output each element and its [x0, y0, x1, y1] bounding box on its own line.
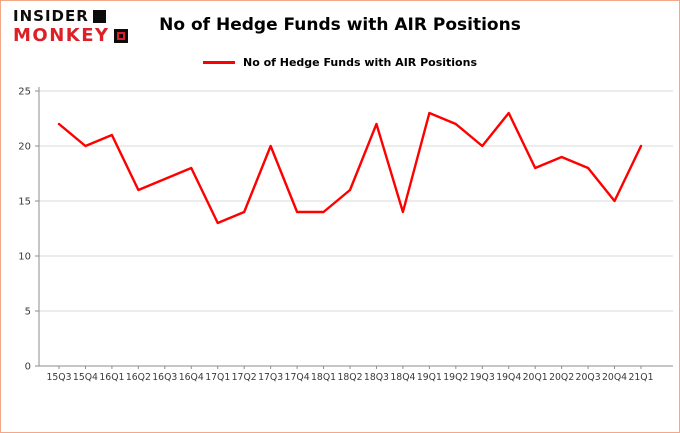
x-axis-tick-label: 20Q3	[576, 372, 601, 383]
x-axis-tick-label: 21Q1	[628, 372, 653, 383]
x-axis-tick-label: 15Q4	[73, 372, 98, 383]
legend-line-swatch	[202, 61, 235, 64]
x-axis-tick-label: 16Q1	[99, 372, 124, 383]
logo-text-insider: INSIDER	[13, 7, 89, 25]
logo-monkey-icon	[113, 29, 128, 44]
x-axis-tick-label: 18Q3	[364, 372, 389, 383]
legend-label: No of Hedge Funds with AIR Positions	[242, 56, 477, 69]
x-axis-tick-label: 19Q1	[417, 372, 442, 383]
x-axis-tick-label: 15Q3	[46, 372, 71, 383]
logo-square-icon	[92, 10, 106, 24]
x-axis-tick-label: 20Q2	[549, 372, 574, 383]
x-axis-tick-label: 20Q4	[602, 372, 627, 383]
chart-title: No of Hedge Funds with AIR Positions	[159, 15, 521, 35]
y-axis-tick-label: 25	[18, 87, 31, 98]
logo-text-monkey: MONKEY	[13, 24, 110, 46]
x-axis-tick-label: 16Q4	[179, 372, 204, 383]
chart-legend: No of Hedge Funds with AIR Positions	[1, 56, 679, 69]
x-axis-tick-label: 19Q3	[470, 372, 495, 383]
x-axis-tick-label: 20Q1	[523, 372, 548, 383]
y-axis-tick-label: 10	[18, 252, 31, 263]
logo-line-insider: INSIDER	[13, 7, 128, 25]
x-axis-tick-label: 17Q1	[205, 372, 230, 383]
insider-monkey-logo: INSIDER MONKEY	[13, 7, 128, 46]
x-axis-tick-label: 16Q2	[126, 372, 151, 383]
logo-line-monkey: MONKEY	[13, 24, 128, 46]
y-axis-tick-label: 15	[18, 197, 31, 208]
x-axis-tick-label: 17Q4	[285, 372, 310, 383]
data-series-line	[57, 111, 643, 225]
y-axis-tick-label: 20	[18, 142, 31, 153]
x-axis-tick-label: 16Q3	[152, 372, 177, 383]
x-axis-tick-label: 19Q2	[443, 372, 468, 383]
x-axis-tick-label: 18Q4	[390, 372, 415, 383]
x-axis-tick-label: 17Q3	[258, 372, 283, 383]
x-axis-tick-label: 18Q1	[311, 372, 336, 383]
x-axis-tick-label: 17Q2	[232, 372, 257, 383]
y-axis-tick-label: 5	[25, 307, 31, 318]
x-axis-tick-label: 18Q2	[337, 372, 362, 383]
y-axis-tick-label: 0	[25, 362, 31, 373]
x-axis-tick-label: 19Q4	[496, 372, 521, 383]
